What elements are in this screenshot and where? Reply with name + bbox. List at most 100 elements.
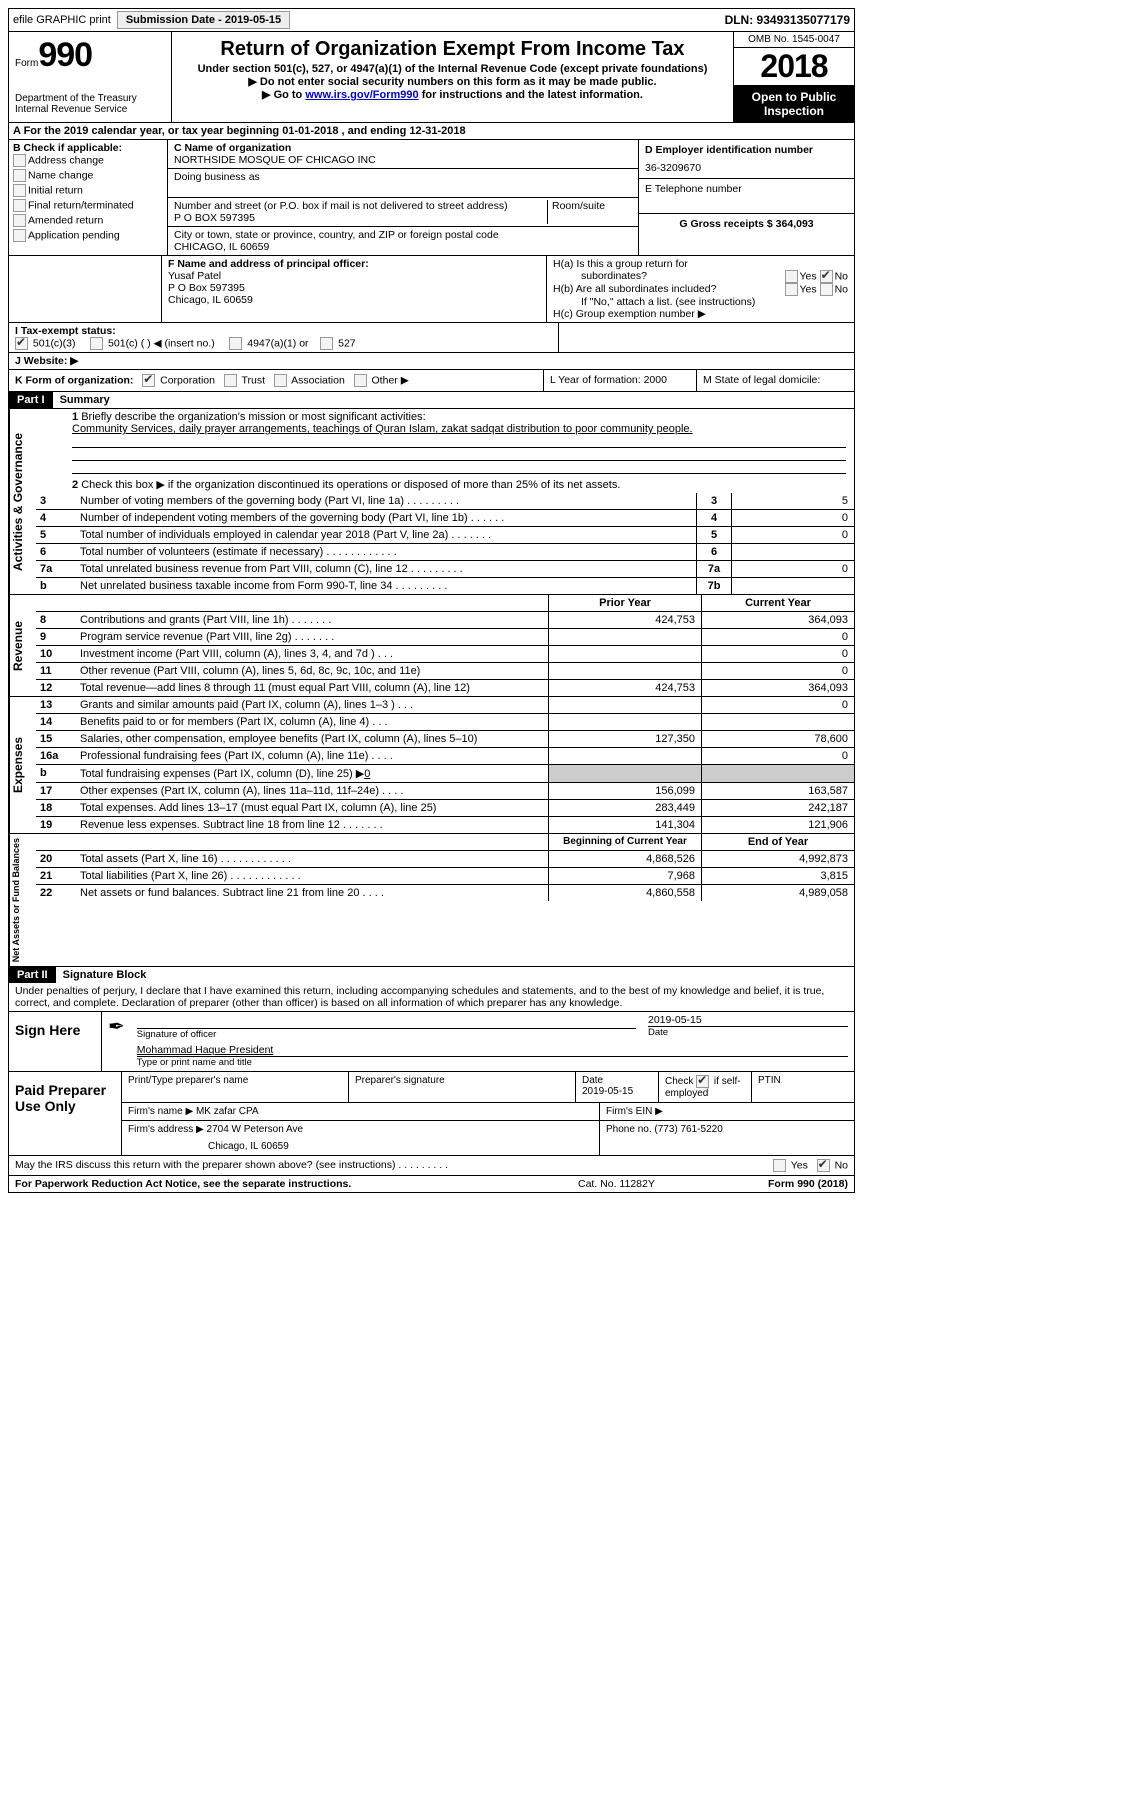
row-a-tax-year: A For the 2019 calendar year, or tax yea…: [9, 123, 854, 140]
perjury-statement: Under penalties of perjury, I declare th…: [9, 983, 854, 1011]
chk-501c3[interactable]: [15, 337, 28, 350]
chk-527[interactable]: [320, 337, 333, 350]
section-h: H(a) Is this a group return for subordin…: [547, 256, 854, 322]
addr-value: P O BOX 597395: [174, 212, 543, 224]
chk-other[interactable]: [354, 374, 367, 387]
section-deg: D Employer identification number 36-3209…: [638, 140, 854, 255]
row-i: I Tax-exempt status: 501(c)(3) 501(c) ( …: [9, 322, 854, 353]
prep-self-employed: Check if self-employed: [659, 1072, 752, 1102]
form-header: Form990 Department of the Treasury Inter…: [9, 32, 854, 123]
section-c: C Name of organization NORTHSIDE MOSQUE …: [168, 140, 638, 255]
prep-ptin: PTIN: [752, 1072, 854, 1102]
chk-amended-return[interactable]: Amended return: [13, 214, 163, 227]
officer-label: F Name and address of principal officer:: [168, 258, 540, 270]
chk-4947[interactable]: [229, 337, 242, 350]
discuss-row: May the IRS discuss this return with the…: [9, 1155, 854, 1175]
part1-header-row: Part I Summary: [9, 392, 854, 409]
governance-section: Activities & Governance 1 Briefly descri…: [9, 409, 854, 595]
row-klm: K Form of organization: Corporation Trus…: [9, 370, 854, 392]
chk-name-change[interactable]: Name change: [13, 169, 163, 182]
section-b-label: B Check if applicable:: [13, 142, 163, 154]
sig-date-label: Date: [648, 1026, 848, 1038]
prep-date: Date2019-05-15: [576, 1072, 659, 1102]
cat-no: Cat. No. 11282Y: [578, 1178, 728, 1190]
org-name-value: NORTHSIDE MOSQUE OF CHICAGO INC: [174, 154, 632, 166]
firm-ein: Firm's EIN ▶: [600, 1103, 854, 1120]
signature-block: Under penalties of perjury, I declare th…: [9, 983, 854, 1175]
part1-badge: Part I: [9, 392, 53, 408]
ha-no-checkbox[interactable]: [820, 270, 833, 283]
expenses-vtab: Expenses: [9, 697, 36, 833]
revenue-vtab: Revenue: [9, 595, 36, 696]
form-subtitle-2: ▶ Do not enter social security numbers o…: [180, 75, 725, 88]
part2-header-row: Part II Signature Block: [9, 967, 854, 983]
section-l: L Year of formation: 2000: [544, 370, 697, 391]
firm-name: Firm's name ▶ MK zafar CPA: [122, 1103, 600, 1120]
chk-corporation[interactable]: [142, 374, 155, 387]
part2-badge: Part II: [9, 967, 56, 983]
net-assets-section: Net Assets or Fund Balances Beginning of…: [9, 834, 854, 967]
name-title-label: Type or print name and title: [137, 1056, 848, 1068]
form-title: Return of Organization Exempt From Incom…: [180, 38, 725, 61]
top-bar: efile GRAPHIC print Submission Date - 20…: [9, 9, 854, 32]
sig-date-value: 2019-05-15: [648, 1014, 848, 1026]
ha-yes-checkbox[interactable]: [785, 270, 798, 283]
discuss-no-checkbox[interactable]: [817, 1159, 830, 1172]
form-990-container: efile GRAPHIC print Submission Date - 20…: [8, 8, 855, 1193]
sign-here-label: Sign Here: [9, 1012, 102, 1071]
chk-address-change[interactable]: Address change: [13, 154, 163, 167]
discuss-yes-checkbox[interactable]: [773, 1159, 786, 1172]
paid-preparer-row: Paid Preparer Use Only Print/Type prepar…: [9, 1071, 854, 1155]
dln-label: DLN: 93493135077179: [296, 13, 850, 27]
dba-label: Doing business as: [174, 171, 632, 183]
irs-link[interactable]: www.irs.gov/Form990: [305, 89, 418, 101]
paid-preparer-label: Paid Preparer Use Only: [9, 1072, 122, 1155]
chk-501c[interactable]: [90, 337, 103, 350]
city-value: CHICAGO, IL 60659: [174, 241, 632, 253]
section-fh: F Name and address of principal officer:…: [9, 256, 854, 322]
officer-name: Yusaf Patel: [168, 270, 540, 282]
irs-label: Internal Revenue Service: [15, 104, 165, 115]
sign-here-row: Sign Here ✒ Signature of officer 2019-05…: [9, 1011, 854, 1071]
paperwork-notice: For Paperwork Reduction Act Notice, see …: [15, 1178, 578, 1190]
footer-row: For Paperwork Reduction Act Notice, see …: [9, 1175, 854, 1192]
omb-number: OMB No. 1545-0047: [734, 32, 854, 48]
section-b: B Check if applicable: Address change Na…: [9, 140, 168, 255]
form-ref: Form 990 (2018): [728, 1178, 848, 1190]
governance-vtab: Activities & Governance: [9, 409, 36, 594]
addr-label: Number and street (or P.O. box if mail i…: [174, 200, 543, 212]
mission-text: Community Services, daily prayer arrange…: [72, 423, 846, 435]
officer-addr2: Chicago, IL 60659: [168, 294, 540, 306]
chk-final-return[interactable]: Final return/terminated: [13, 199, 163, 212]
prep-name-header: Print/Type preparer's name: [122, 1072, 349, 1102]
efile-label: efile GRAPHIC print: [13, 14, 111, 26]
form-number-box: Form990 Department of the Treasury Inter…: [9, 32, 172, 122]
chk-self-employed[interactable]: [696, 1075, 709, 1088]
section-f: F Name and address of principal officer:…: [162, 256, 547, 322]
net-assets-vtab: Net Assets or Fund Balances: [9, 834, 36, 966]
city-label: City or town, state or province, country…: [174, 229, 632, 241]
chk-trust[interactable]: [224, 374, 237, 387]
room-suite-label: Room/suite: [548, 200, 632, 224]
firm-phone: Phone no. (773) 761-5220: [600, 1121, 854, 1155]
chk-initial-return[interactable]: Initial return: [13, 184, 163, 197]
form-label: Form: [15, 58, 38, 69]
expenses-section: Expenses 13Grants and similar amounts pa…: [9, 697, 854, 834]
hb-yes-checkbox[interactable]: [785, 283, 798, 296]
chk-application-pending[interactable]: Application pending: [13, 229, 163, 242]
prep-sig-header: Preparer's signature: [349, 1072, 576, 1102]
dept-label: Department of the Treasury: [15, 93, 165, 104]
part2-title: Signature Block: [63, 969, 147, 981]
form-number: 990: [38, 36, 92, 74]
signature-caret-icon: ✒: [108, 1014, 125, 1040]
submission-date-button[interactable]: Submission Date - 2019-05-15: [117, 11, 290, 29]
chk-association[interactable]: [274, 374, 287, 387]
org-name-label: C Name of organization: [174, 142, 632, 154]
section-m: M State of legal domicile:: [697, 370, 854, 391]
officer-addr1: P O Box 597395: [168, 282, 540, 294]
section-k: K Form of organization: Corporation Trus…: [9, 370, 544, 391]
hb-no-checkbox[interactable]: [820, 283, 833, 296]
header-title-box: Return of Organization Exempt From Incom…: [172, 32, 733, 122]
ein-value: 36-3209670: [645, 162, 848, 174]
gross-receipts: G Gross receipts $ 364,093: [639, 214, 854, 234]
